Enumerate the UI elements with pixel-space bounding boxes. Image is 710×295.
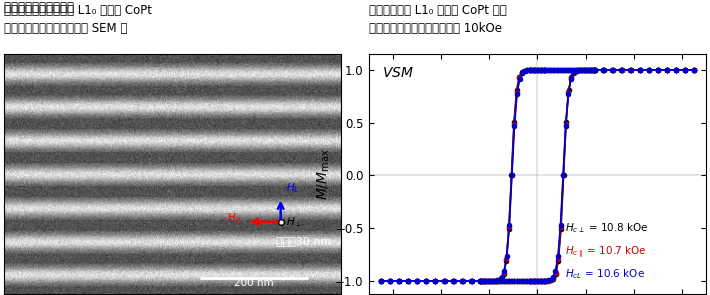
Text: 200 nm: 200 nm	[234, 278, 273, 288]
Text: ナノ構造誘起 L1₀ 規則化 CoPt 結晶
強磁性ナノワイヤの保磁力は 10kOe: ナノ構造誘起 L1₀ 規則化 CoPt 結晶 強磁性ナノワイヤの保磁力は 10k…	[368, 4, 506, 35]
Text: ナノ構造誘起法による L1₀ 規則化 CoPt
単結晶強磁性ナノワイヤの SEM 像: ナノ構造誘起法による L1₀ 規則化 CoPt 単結晶強磁性ナノワイヤの SEM…	[4, 4, 151, 35]
Text: 線幅：30 nm: 線幅：30 nm	[276, 236, 332, 246]
Text: ナノ構造誘起法による: ナノ構造誘起法による	[4, 1, 77, 14]
Text: $H_{//}$: $H_{//}$	[227, 212, 242, 227]
Text: $H_{cL}$ = 10.6 kOe: $H_{cL}$ = 10.6 kOe	[564, 267, 645, 281]
Text: $H_{c\parallel}$ = 10.7 kOe: $H_{c\parallel}$ = 10.7 kOe	[564, 245, 646, 260]
Text: $H_L$: $H_L$	[285, 181, 299, 195]
Text: $\it{VSM}$: $\it{VSM}$	[382, 66, 414, 80]
Y-axis label: $M/M_\mathrm{max}$: $M/M_\mathrm{max}$	[316, 148, 332, 199]
Text: $H_\perp$: $H_\perp$	[285, 215, 302, 229]
Text: $H_{c\perp}$ = 10.8 kOe: $H_{c\perp}$ = 10.8 kOe	[564, 222, 648, 235]
